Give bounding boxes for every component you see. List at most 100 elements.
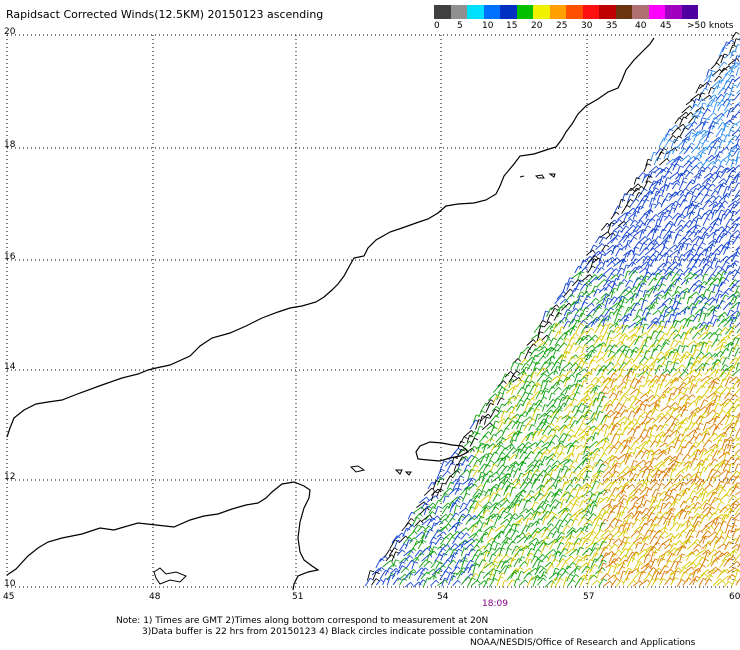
wind-barb-tick [555,493,560,496]
wind-barb [605,232,613,240]
wind-barb-tick [431,487,435,492]
wind-barb [525,522,531,533]
wind-barb [723,119,731,126]
wind-barb-tick [686,402,691,405]
wind-barb [701,381,706,389]
wind-barb-tick [693,121,698,125]
wind-barb [565,370,570,378]
wind-barb-tick [653,453,658,456]
wind-barb [604,533,611,539]
wind-barb-tick [502,421,507,425]
wind-barb [489,471,497,478]
wind-barb-tick [460,440,465,444]
wind-barb [556,451,562,460]
wind-barb-tick [675,377,680,380]
wind-barb-tick [698,300,703,303]
wind-barb [737,403,740,407]
wind-barb-tick [595,398,599,402]
wind-barb-tick [724,318,728,322]
wind-barb-tick [621,259,625,264]
wind-barb [662,387,669,394]
wind-barb-tick [563,304,568,308]
wind-barb [645,410,651,418]
wind-barb [644,258,651,269]
wind-barb-tick [555,349,560,352]
wind-barb-tick [579,384,584,387]
wind-barb [600,292,607,299]
wind-barb [612,308,618,316]
wind-barb [497,530,502,539]
wind-barb-tick [605,331,610,335]
wind-barb [545,361,553,370]
wind-barb [594,423,602,431]
wind-barb [729,84,734,95]
wind-barb-tick [671,326,676,329]
wind-barb [697,146,707,155]
wind-barb-tick [453,502,458,505]
wind-barb-tick [662,502,667,505]
wind-barb [469,500,476,509]
wind-barb [638,213,646,222]
wind-barb-tick [562,393,566,398]
wind-barb [542,504,549,514]
wind-barb [608,372,614,381]
wind-barb-tick [730,93,735,97]
wind-barb-tick [714,257,719,260]
wind-barb [696,440,702,448]
wind-barb-tick [595,462,600,465]
legend-label: 5 [457,21,463,31]
wind-barb-tick [724,200,729,204]
wind-barb [613,332,621,340]
wind-barb [575,384,581,393]
wind-barb-tick [629,198,634,202]
wind-barb [697,332,706,340]
wind-barb-tick [526,380,530,383]
wind-barb [725,158,730,166]
wind-barb-tick [668,222,673,226]
wind-barb [649,330,655,341]
wind-barb-tick [681,509,686,512]
wind-barb [473,459,478,468]
wind-barb [662,209,669,216]
wind-barb-tick [697,408,702,411]
wind-barb-tick [662,363,667,367]
wind-barb-tick [604,392,609,395]
wind-barb [586,428,590,437]
wind-barb [727,78,733,88]
wind-barb [650,187,657,196]
wind-barb-tick [444,518,448,523]
wind-barb [689,384,695,394]
wind-barb-tick [416,516,421,520]
wind-barb-tick [623,221,627,225]
wind-barb [716,338,725,347]
wind-barb-tick [661,483,665,486]
wind-barb [536,331,541,342]
wind-barb [727,408,732,418]
wind-barb-tick [634,219,638,223]
wind-barb-tick [709,367,714,372]
wind-barb [698,92,702,102]
wind-barb [720,109,729,119]
wind-barb [494,444,502,454]
wind-barb-tick [602,395,607,398]
wind-barb-tick [467,464,471,468]
wind-barb-tick [648,175,653,178]
wind-barb [608,422,613,430]
wind-barb-tick [607,426,612,429]
wind-barb-tick [630,291,634,295]
wind-barb [467,477,473,485]
wind-barb [638,247,647,256]
wind-barb [674,426,680,437]
wind-barb-tick [585,325,590,328]
wind-barb [724,326,732,335]
wind-barb [713,350,722,358]
wind-barb [531,501,536,510]
wind-barb [647,288,654,298]
wind-barb-tick [704,186,709,191]
wind-barb-tick [649,450,654,453]
wind-barb-tick [581,403,586,406]
wind-barb [629,468,633,477]
wind-barb-tick [695,187,700,191]
wind-barb [639,486,648,495]
wind-barb [601,368,606,376]
